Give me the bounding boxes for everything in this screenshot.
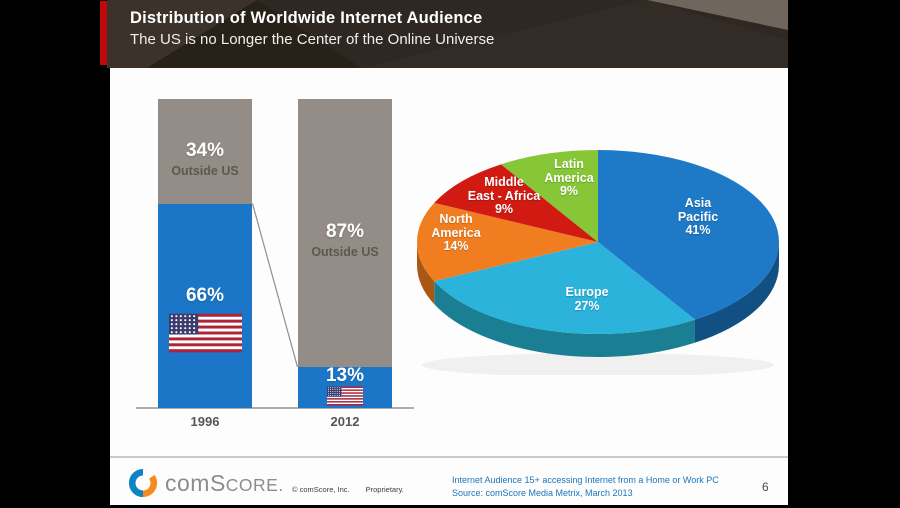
slide-title: Distribution of Worldwide Internet Audie… [130, 9, 483, 27]
bar-percent-label: 66% [185, 284, 225, 306]
x-axis-line [136, 407, 414, 409]
header-facets-background [107, 0, 788, 68]
bar-category-label: 2012 [330, 414, 360, 429]
page-number: 6 [762, 480, 769, 494]
logo-text-com: com [165, 469, 210, 496]
pie-slice-label: North America 14% [431, 212, 481, 253]
pie-slice-side [694, 242, 779, 343]
bar-percent-label: 34% [185, 139, 225, 161]
header-titles: Distribution of Worldwide Internet Audie… [130, 9, 494, 48]
bar-segment-us: 13% [298, 365, 392, 408]
pie-slice [598, 150, 780, 320]
pie-slice-side [417, 242, 435, 305]
bar-sublabel: Outside US [311, 245, 379, 259]
source-note-line1: Internet Audience 15+ accessing Internet… [452, 475, 719, 485]
pie-shadow [422, 353, 774, 375]
logo-text-score: SCORE. [209, 469, 284, 496]
pie-slice-label: Asia Pacific 41% [677, 196, 719, 237]
bar-2012: 87% Outside US 13% [298, 99, 392, 408]
comscore-logo-text: comSCORE. [165, 470, 284, 497]
bar-sublabel: Outside US [171, 163, 239, 178]
pie-slice-side [434, 281, 695, 357]
copyright-text: © comScore, Inc. [292, 485, 350, 494]
source-note: Internet Audience 15+ accessing Internet… [452, 474, 719, 499]
source-note-line2: Source: comScore Media Metrix, March 201… [452, 487, 633, 498]
pie-slice-label: Middle East - Africa 9% [467, 175, 541, 216]
bar-connector-line [252, 203, 298, 368]
us-flag-icon [168, 313, 242, 352]
header-accent-bar [100, 1, 107, 65]
bar-category-label: 1996 [190, 414, 220, 429]
slide-header: Distribution of Worldwide Internet Audie… [100, 0, 788, 68]
pie-chart-canvas [417, 150, 780, 375]
bar-segment-us: 66% [158, 204, 252, 408]
footer-copyright: © comScore, Inc. Proprietary. [292, 485, 404, 494]
footer-divider [110, 456, 788, 458]
bar-1996: 34% Outside US 66% [158, 99, 252, 408]
bar-segment-outside-us: 87% Outside US [298, 99, 392, 367]
pie-slice [417, 202, 598, 282]
slide-subtitle: The US is no Longer the Center of the On… [130, 31, 495, 48]
bar-segment-outside-us: 34% Outside US [158, 99, 252, 205]
pie-slice-label: Latin America 9% [544, 157, 594, 198]
bar-percent-label: 13% [325, 365, 365, 386]
comscore-logo: comSCORE. [128, 468, 284, 498]
pie-slice [434, 242, 695, 334]
pie-slice-label: Europe 27% [565, 285, 609, 313]
comscore-logo-icon [129, 468, 157, 498]
pie-slice [434, 164, 598, 242]
proprietary-text: Proprietary. [365, 485, 404, 494]
bar-percent-label: 87% [325, 221, 365, 242]
pie-slice [501, 150, 598, 242]
us-flag-icon [327, 386, 363, 406]
